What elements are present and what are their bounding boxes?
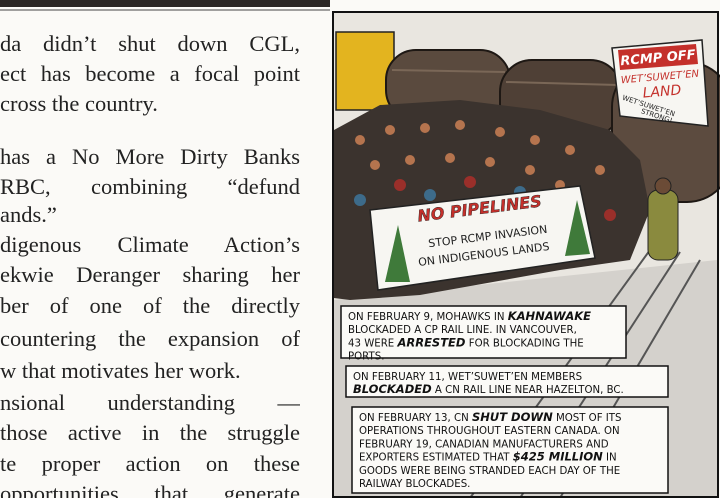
caption-text: RAILWAY BLOCKADES. [359, 479, 470, 490]
caption-text: A CN RAIL LINE NEAR HAZELTON, BC. [432, 385, 624, 396]
caption-emphasis: SHUT DOWN [472, 410, 553, 424]
caption-text: OPERATIONS THROUGHOUT EASTERN CANADA. ON [359, 426, 620, 437]
caption-emphasis: KAHNAWAKE [508, 309, 591, 323]
caption-line: 43 WERE ARRESTED FOR BLOCKADING THE [348, 335, 584, 349]
sign-line: LAND [642, 82, 682, 101]
comic-panel: RCMP OFF WET’SUWET’EN LAND WET’SUWET’EN … [0, 0, 720, 498]
caption-line: GOODS WERE BEING STRANDED EACH DAY OF TH… [359, 466, 620, 477]
caption-text: 43 WERE [348, 338, 397, 349]
caption-emphasis: BLOCKADED [353, 382, 432, 396]
caption-text: GOODS WERE BEING STRANDED EACH DAY OF TH… [359, 466, 620, 477]
caption-text: EXPORTERS ESTIMATED THAT [359, 453, 513, 464]
caption: ON FEBRUARY 9, MOHAWKS IN KAHNAWAKEBLOCK… [341, 306, 626, 363]
caption-text: MOST OF ITS [553, 413, 622, 424]
caption-emphasis: ARRESTED [396, 335, 465, 349]
caption: ON FEBRUARY 11, WET’SUWET’EN MEMBERSBLOC… [346, 366, 668, 397]
caption-line: ON FEBRUARY 13, CN SHUT DOWN MOST OF ITS [359, 410, 622, 424]
caption-text: ON FEBRUARY 13, CN [359, 413, 472, 424]
caption-emphasis: $425 MILLION [513, 450, 603, 464]
caption-line: BLOCKADED A CN RAIL LINE NEAR HAZELTON, … [353, 382, 624, 396]
page: da didn’t shut down CGL, ect has become … [0, 0, 720, 498]
caption-text: ON FEBRUARY 9, MOHAWKS IN [348, 312, 508, 323]
caption-line: RAILWAY BLOCKADES. [359, 479, 470, 490]
top-rule [0, 0, 330, 7]
caption-text: PORTS. [348, 352, 384, 363]
caption-text: FOR BLOCKADING THE [465, 338, 583, 349]
caption-text: IN [603, 453, 617, 464]
caption-line: PORTS. [348, 352, 384, 363]
caption-line: ON FEBRUARY 9, MOHAWKS IN KAHNAWAKE [348, 309, 591, 323]
caption-line: EXPORTERS ESTIMATED THAT $425 MILLION IN [359, 450, 617, 464]
caption: ON FEBRUARY 13, CN SHUT DOWN MOST OF ITS… [352, 407, 668, 493]
caption-line: OPERATIONS THROUGHOUT EASTERN CANADA. ON [359, 426, 620, 437]
